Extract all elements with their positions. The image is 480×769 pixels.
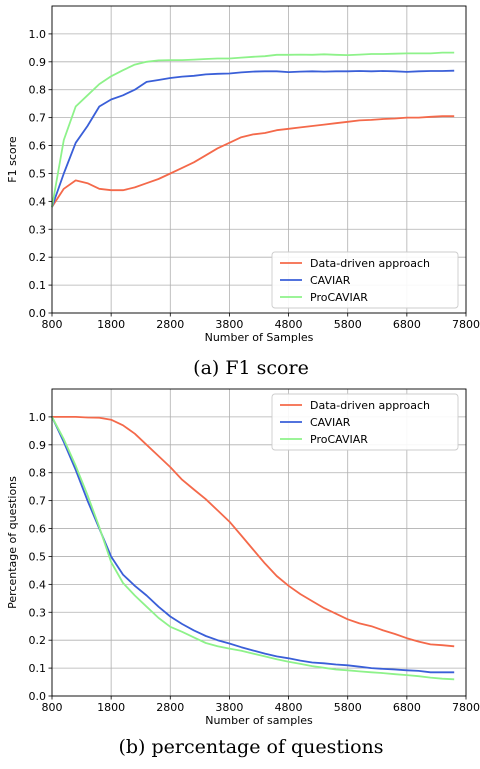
x-tick-label: 6800 (393, 701, 421, 714)
series-line-data-driven-approach (52, 415, 455, 648)
y-tick-label: 0.4 (29, 578, 47, 591)
legend-box (271, 251, 459, 309)
series-line-caviar (51, 416, 455, 674)
y-tick-label: 0.3 (29, 223, 47, 236)
series-line-procaviar (51, 416, 455, 681)
y-tick-label: 0.1 (29, 662, 47, 675)
x-tick-label: 5800 (334, 701, 362, 714)
x-tick-label: 3800 (215, 318, 243, 331)
series-line-procaviar (51, 51, 455, 208)
plot-frame (51, 388, 467, 697)
chart-percentage-of-questions: 800 1800 2800 3800 4800 5800 6800 7800 0.0 0.1 0.2… (6, 388, 480, 727)
x-tick-label: 1800 (97, 318, 125, 331)
series-line-caviar (51, 69, 455, 208)
plot-frame (51, 5, 467, 314)
legend-label: ProCAVIAR (310, 433, 368, 446)
y-tick-label: 0.0 (29, 690, 47, 703)
legend-label: CAVIAR (310, 416, 351, 429)
legend: Data-driven approach CAVIAR ProCAVIAR (271, 251, 459, 309)
x-axis-label: Number of Samples (205, 331, 314, 344)
legend-label: Data-driven approach (310, 399, 430, 412)
x-tick-label: 7800 (452, 701, 480, 714)
legend-label: Data-driven approach (310, 257, 430, 270)
x-tick-label: 2800 (156, 318, 184, 331)
y-tick-label: 0.6 (29, 140, 47, 153)
y-tick-label: 0.8 (29, 84, 47, 97)
y-tick-label: 0.9 (29, 439, 47, 452)
x-tick-label: 800 (42, 701, 63, 714)
y-tick-label: 1.0 (29, 411, 47, 424)
x-axis-label: Number of samples (205, 714, 313, 727)
y-tick-label: 0.5 (29, 167, 47, 180)
legend-label: CAVIAR (310, 274, 351, 287)
y-tick-label: 0.3 (29, 606, 47, 619)
legend-label: ProCAVIAR (310, 291, 368, 304)
y-tick-label: 0.6 (29, 523, 47, 536)
y-tick-label: 0.7 (29, 495, 47, 508)
x-tick-label: 800 (42, 318, 63, 331)
caption-a: (a) F1 score (193, 357, 309, 379)
legend-box (271, 393, 459, 451)
y-tick-label: 0.9 (29, 56, 47, 69)
x-tick-label: 1800 (97, 701, 125, 714)
y-tick-label: 1.0 (29, 28, 47, 41)
legend: Data-driven approach CAVIAR ProCAVIAR (271, 393, 459, 451)
x-tick-label: 3800 (215, 701, 243, 714)
y-tick-label: 0.7 (29, 112, 47, 125)
x-tick-label: 5800 (334, 318, 362, 331)
x-tick-label: 7800 (452, 318, 480, 331)
x-tick-label: 4800 (275, 701, 303, 714)
x-tick-label: 6800 (393, 318, 421, 331)
y-tick-label: 0.1 (29, 279, 47, 292)
y-axis-label: Percentage of questions (6, 476, 19, 609)
y-tick-label: 0.4 (29, 195, 47, 208)
x-tick-label: 4800 (275, 318, 303, 331)
x-tick-label: 2800 (156, 701, 184, 714)
y-tick-label: 0.2 (29, 634, 47, 647)
y-tick-label: 0.0 (29, 307, 47, 320)
caption-b: (b) percentage of questions (118, 736, 383, 758)
y-tick-label: 0.8 (29, 467, 47, 480)
y-axis-label: F1 score (6, 136, 19, 183)
series-line-data-driven-approach (51, 115, 455, 208)
chart-f1-score: 800 1800 2800 3800 4800 5800 6800 7800 0.0 0.1 0.2… (6, 5, 480, 344)
y-tick-label: 0.2 (29, 251, 47, 264)
y-tick-label: 0.5 (29, 550, 47, 563)
